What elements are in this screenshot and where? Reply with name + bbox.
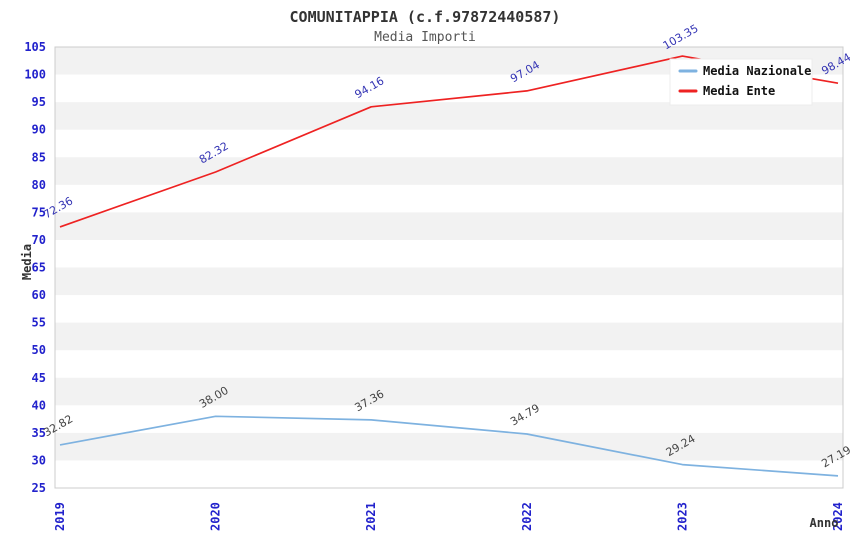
band — [55, 157, 843, 185]
legend-label-media-ente: Media Ente — [703, 84, 775, 98]
legend: Media Nazionale Media Ente — [669, 58, 813, 106]
plot-border — [54, 46, 844, 489]
y-axis-title: Media — [20, 244, 34, 280]
x-axis-title: Anno — [810, 516, 839, 530]
legend-box — [669, 58, 813, 106]
point-label-media-ente: 94.16 — [353, 74, 387, 101]
y-tick-label: 40 — [32, 398, 46, 412]
x-tick-label: 2024 — [831, 502, 845, 531]
x-tick-label: 2021 — [364, 502, 378, 531]
x-axis-tick-labels: 2019 2020 2021 2022 2023 2024 — [53, 502, 845, 531]
band — [55, 212, 843, 240]
y-tick-label: 25 — [32, 481, 46, 495]
band — [55, 267, 843, 296]
x-tick-label: 2019 — [53, 502, 67, 531]
y-tick-label: 35 — [32, 426, 46, 440]
y-tick-label: 80 — [32, 178, 46, 192]
x-tick-label: 2020 — [209, 502, 223, 531]
y-tick-label: 50 — [32, 343, 46, 357]
series-line-media-nazionale — [59, 415, 839, 477]
x-tick-label: 2022 — [520, 502, 534, 531]
legend-label-media-nazionale: Media Nazionale — [703, 64, 811, 78]
y-tick-label: 60 — [32, 288, 46, 302]
y-tick-label: 95 — [32, 95, 46, 109]
band — [55, 377, 843, 406]
plot-background-bands — [55, 47, 843, 461]
chart-title: COMUNITAPPIA (c.f.97872440587) — [290, 8, 561, 26]
y-tick-label: 105 — [24, 40, 46, 54]
y-tick-label: 45 — [32, 371, 46, 385]
x-tick-label: 2023 — [675, 502, 689, 531]
y-tick-label: 65 — [32, 261, 46, 275]
band — [55, 432, 843, 461]
band — [55, 102, 843, 130]
y-tick-label: 100 — [24, 68, 46, 82]
y-tick-label: 30 — [32, 453, 46, 467]
y-tick-label: 75 — [32, 205, 46, 219]
point-label-media-nazionale: 34.79 — [508, 401, 542, 428]
band — [55, 322, 843, 351]
chart-subtitle: Media Importi — [374, 30, 476, 45]
y-tick-label: 55 — [32, 316, 46, 330]
y-tick-label: 70 — [32, 233, 46, 247]
y-tick-label: 85 — [32, 150, 46, 164]
y-axis-tick-labels: 25 30 35 40 45 50 55 60 65 70 75 80 85 90 95 100 105 — [24, 40, 46, 495]
y-tick-label: 90 — [32, 123, 46, 137]
